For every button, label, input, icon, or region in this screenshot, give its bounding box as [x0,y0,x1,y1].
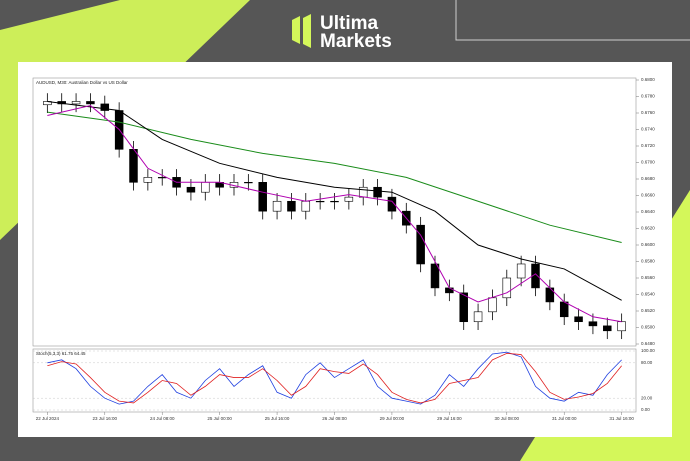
candle-body [516,263,526,279]
oscillator-tick-label: 0.00 [641,407,650,412]
frame-line [455,0,690,41]
candle-body [387,196,397,212]
x-tick-label: 25 Jul 16:00 [265,416,290,421]
oscillator-line [47,352,622,404]
oscillator-tick-label: 100.00 [641,348,655,353]
moving-average-line [47,105,622,323]
candle-body [129,149,138,183]
candle-body [244,182,253,184]
moving-average-line [47,111,622,244]
y-tick-label: 0.6660 [641,193,655,198]
y-tick-label: 0.6500 [641,325,655,330]
y-tick-label: 0.6600 [641,242,655,247]
chart-panel [18,62,672,437]
candle-body [201,182,210,193]
oscillator-title: Stoch(5,3,3) 61.75 64.45 [36,351,86,356]
y-tick-label: 0.6540 [641,292,655,297]
candle-body [186,186,196,193]
candle-body [157,177,167,179]
moving-average-line [47,100,622,301]
candle-body [574,316,583,323]
candle-body [430,263,440,289]
candle-body [143,177,153,183]
candle-body [272,200,282,212]
x-tick-label: 25 Jul 00:00 [207,416,232,421]
x-tick-label: 26 Jul 08:00 [322,416,347,421]
candle-body [330,200,339,203]
y-tick-label: 0.6640 [641,209,655,214]
x-tick-label: 29 Jul 16:00 [437,416,462,421]
oscillator-tick-label: 20.00 [641,395,653,400]
x-tick-label: 29 Jul 00:00 [380,416,405,421]
candle-body [258,182,267,212]
oscillator-line [47,351,622,405]
candle-body [287,200,296,212]
brand-text: Ultima [320,13,379,34]
x-tick-label: 22 Jul 2024 [36,416,60,421]
y-tick-label: 0.6780 [641,94,655,99]
candle-body [315,200,325,203]
x-tick-label: 23 Jul 16:00 [93,416,118,421]
y-tick-label: 0.6520 [641,308,655,313]
candle-body [301,200,311,212]
candle-body [588,321,598,327]
candle-body [71,101,81,105]
candle-body [603,325,612,332]
candle-body [445,287,454,294]
x-tick-label: 31 Jul 00:00 [552,416,577,421]
y-tick-label: 0.6620 [641,226,655,231]
candle-body [559,301,569,318]
candle-body [358,186,368,198]
y-tick-label: 0.6560 [641,275,655,280]
y-tick-label: 0.6700 [641,160,655,165]
y-tick-label: 0.6760 [641,110,655,115]
chart-title: AUDUSD, M30: Australian Dollar vs US Dol… [36,80,128,85]
candle-body [344,196,354,202]
candle-body [617,321,626,332]
logo: Ultima Markets [292,13,392,52]
candle-body [488,297,497,313]
x-tick-label: 30 Jul 08:00 [495,416,520,421]
brand-text: Markets [320,31,392,52]
y-tick-label: 0.6580 [641,259,655,264]
candle-body [459,292,468,323]
oscillator-tick-label: 80.00 [641,360,653,365]
y-tick-label: 0.6480 [641,341,655,346]
y-tick-label: 0.6720 [641,143,655,148]
candle-body [502,277,512,299]
candle-body [100,103,110,111]
y-tick-label: 0.6740 [641,127,655,132]
y-tick-label: 0.6800 [641,77,655,82]
y-tick-label: 0.6680 [641,176,655,181]
candle-body [86,101,95,105]
x-tick-label: 24 Jul 08:00 [150,416,175,421]
candle-body [473,311,483,323]
x-tick-label: 31 Jul 16:00 [609,416,634,421]
logo-icon [303,14,311,48]
candle-body [373,186,382,198]
logo-icon [292,16,300,44]
candle-body [416,224,425,265]
